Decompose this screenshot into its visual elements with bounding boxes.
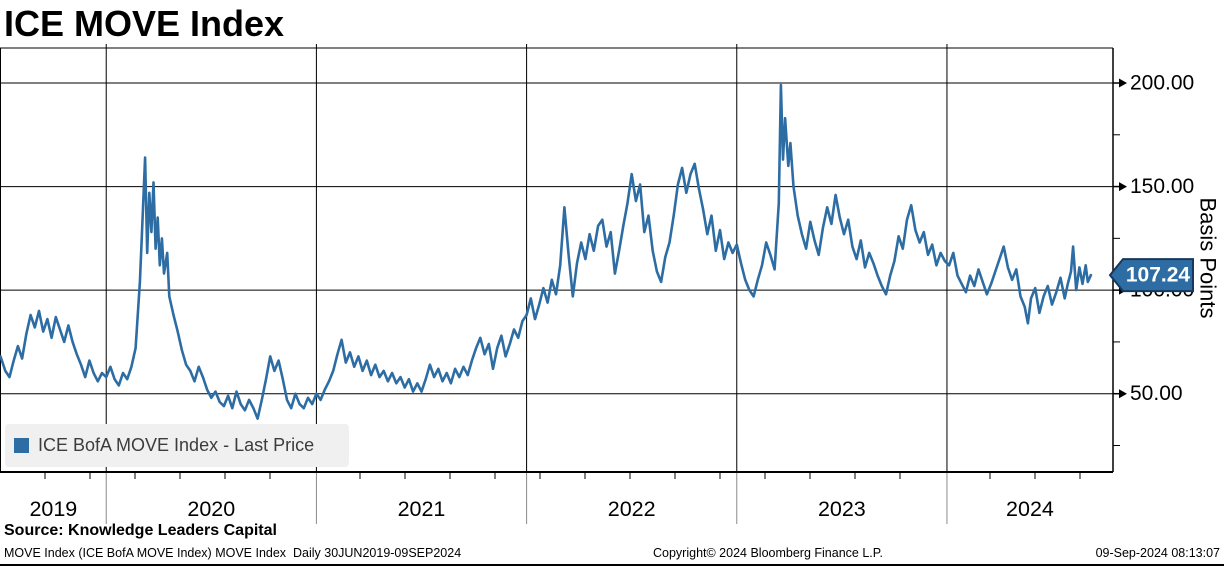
svg-text:2024: 2024 xyxy=(1006,497,1054,521)
svg-text:2022: 2022 xyxy=(608,497,656,521)
series-line xyxy=(0,83,1093,420)
source-label: Source: Knowledge Leaders Capital xyxy=(4,522,277,539)
svg-text:50.00: 50.00 xyxy=(1130,382,1183,405)
svg-text:200.00: 200.00 xyxy=(1130,72,1194,95)
legend-swatch-icon xyxy=(14,438,29,453)
plot-frame xyxy=(0,47,1114,473)
svg-text:107.24: 107.24 xyxy=(1126,264,1191,287)
svg-text:2020: 2020 xyxy=(187,497,235,521)
svg-text:2021: 2021 xyxy=(398,497,446,521)
footer-timestamp: 09-Sep-2024 08:13:07 xyxy=(1095,546,1220,560)
page-title: ICE MOVE Index xyxy=(4,3,285,44)
x-gridlines xyxy=(105,44,948,524)
legend-label: ICE BofA MOVE Index - Last Price xyxy=(38,435,315,455)
x-axis-ticks xyxy=(44,472,1081,479)
bottom-border xyxy=(0,564,1224,566)
svg-text:2023: 2023 xyxy=(818,497,866,521)
footer-security-info: MOVE Index (ICE BofA MOVE Index) MOVE In… xyxy=(4,546,462,560)
x-tick-labels: 2019 2020 2021 2022 2023 2024 xyxy=(29,497,1053,521)
y-gridlines xyxy=(0,82,1113,395)
svg-text:2019: 2019 xyxy=(29,497,77,521)
footer-copyright: Copyright© 2024 Bloomberg Finance L.P. xyxy=(653,546,883,560)
last-price-badge: 107.24 xyxy=(1108,258,1194,293)
svg-text:Basis Points: Basis Points xyxy=(1196,197,1221,318)
svg-text:150.00: 150.00 xyxy=(1130,175,1194,198)
legend-item[interactable]: ICE BofA MOVE Index - Last Price xyxy=(5,424,349,467)
y-axis-title: Basis Points xyxy=(1196,197,1221,318)
